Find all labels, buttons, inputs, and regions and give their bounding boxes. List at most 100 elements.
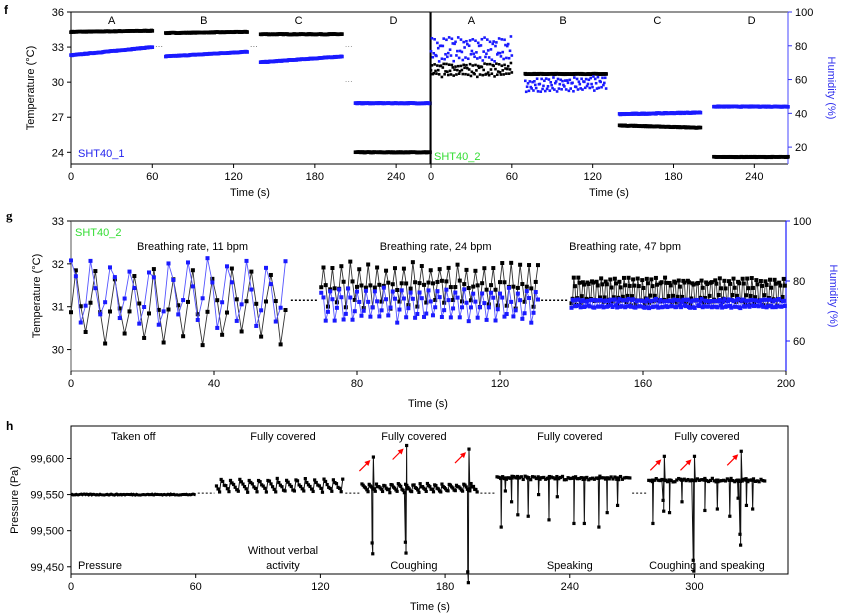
data-point	[428, 485, 432, 489]
data-point	[594, 476, 598, 480]
data-point	[503, 63, 506, 67]
data-point	[563, 85, 566, 88]
data-point	[616, 299, 621, 304]
data-point	[617, 297, 622, 302]
data-point	[518, 298, 523, 303]
data-point	[732, 285, 737, 290]
data-point	[755, 282, 760, 287]
gap-dots: ···	[345, 42, 353, 51]
data-point	[737, 478, 741, 482]
data-point	[285, 478, 289, 482]
data-point	[597, 86, 601, 90]
data-point	[370, 485, 374, 489]
data-point	[505, 44, 509, 48]
data-point	[494, 44, 497, 48]
data-point	[462, 63, 465, 67]
data-point	[476, 75, 479, 79]
data-point	[132, 274, 137, 279]
data-point	[430, 36, 434, 40]
data-point	[176, 303, 181, 308]
data-point	[395, 489, 399, 493]
data-point	[541, 87, 544, 91]
data-point	[475, 490, 479, 494]
data-point	[341, 317, 346, 322]
data-point	[433, 63, 436, 66]
data-point	[491, 42, 495, 46]
data-point	[652, 478, 656, 482]
data-point	[715, 305, 720, 310]
data-point	[636, 284, 641, 289]
data-point	[526, 82, 530, 85]
data-point	[690, 298, 695, 303]
data-point	[142, 335, 147, 340]
data-point	[649, 277, 654, 282]
y-tick-label: 24	[52, 147, 64, 159]
data-point	[563, 79, 567, 82]
x-tick-label: 240	[387, 171, 405, 183]
data-point	[521, 477, 525, 482]
data-point	[583, 80, 586, 84]
data-point	[78, 320, 83, 325]
data-point	[498, 291, 502, 296]
data-point	[662, 454, 666, 458]
data-point	[214, 484, 219, 488]
data-point	[659, 280, 664, 285]
data-point	[698, 110, 703, 115]
data-point	[462, 287, 467, 292]
data-point	[745, 298, 750, 303]
data-point	[505, 67, 509, 71]
x-tick-label: 120	[224, 171, 242, 183]
data-point	[620, 294, 625, 299]
segment-label: B	[200, 15, 207, 27]
data-point	[542, 84, 545, 88]
data-point	[748, 293, 753, 298]
data-series: ··· ········· ··· ···	[69, 28, 432, 155]
x-tick-label: 240	[745, 171, 763, 183]
data-point	[747, 304, 752, 309]
data-point	[572, 521, 576, 526]
data-point	[677, 284, 682, 289]
data-point	[741, 281, 746, 286]
data-point	[613, 303, 618, 308]
data-point	[527, 296, 532, 301]
data-point	[555, 495, 559, 499]
data-point	[599, 298, 604, 303]
data-point	[736, 496, 740, 500]
data-point	[707, 293, 712, 298]
data-point	[348, 259, 353, 264]
data-point	[441, 66, 445, 69]
gap-dots: ···	[250, 42, 258, 51]
data-point	[777, 280, 782, 285]
data-point	[628, 304, 633, 309]
data-point	[457, 278, 462, 283]
data-point	[673, 480, 677, 484]
data-point	[523, 474, 527, 478]
data-point	[726, 279, 731, 284]
data-point	[451, 66, 455, 69]
data-point	[668, 283, 673, 288]
data-point	[473, 299, 478, 304]
data-point	[530, 475, 535, 479]
data-point	[442, 308, 447, 313]
data-point	[535, 77, 539, 81]
data-point	[725, 477, 729, 481]
data-point	[698, 125, 703, 130]
data-point	[236, 489, 240, 493]
data-point	[635, 298, 640, 303]
data-point	[716, 478, 720, 482]
data-point	[626, 275, 631, 280]
x-tick-label: 60	[506, 171, 518, 183]
data-point	[428, 101, 432, 106]
data-point	[330, 489, 334, 493]
data-point	[401, 296, 406, 301]
data-point	[538, 477, 542, 481]
data-point	[733, 304, 738, 309]
data-point	[710, 476, 714, 480]
data-point	[320, 490, 325, 494]
data-point	[672, 297, 677, 302]
data-point	[429, 68, 433, 72]
data-point	[576, 88, 580, 91]
data-point	[393, 486, 397, 490]
data-point	[545, 87, 549, 91]
data-point	[311, 489, 315, 494]
